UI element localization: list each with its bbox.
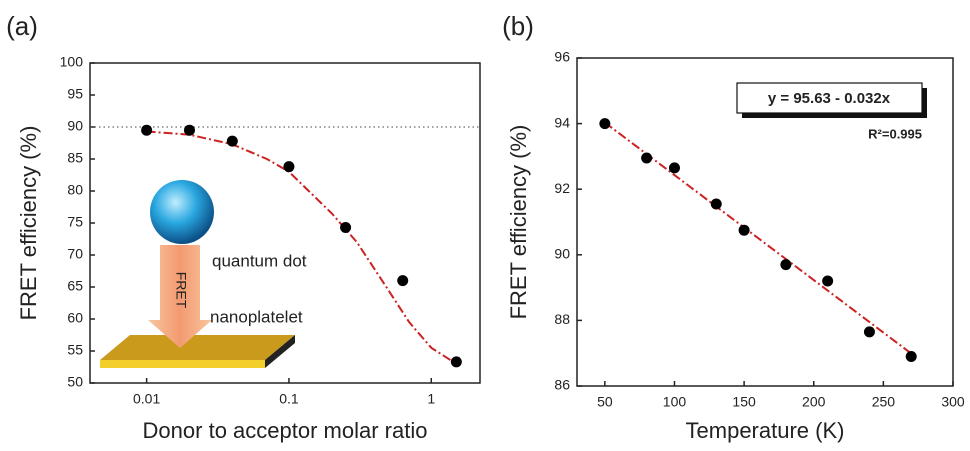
- plate: [100, 335, 295, 360]
- x-axis-label: Temperature (K): [686, 418, 845, 443]
- x-tick-label: 50: [597, 394, 613, 410]
- y-tick-label: 90: [554, 246, 570, 262]
- fit-line: [604, 121, 912, 355]
- data-point: [641, 152, 653, 164]
- panel-label: (b): [502, 11, 534, 41]
- data-point: [450, 356, 462, 368]
- data-point: [183, 124, 195, 136]
- y-axis-label: FRET efficiency (%): [16, 126, 41, 321]
- annotation: nanoplatelet: [210, 307, 303, 326]
- equation: y = 95.63 - 0.032x: [768, 90, 891, 107]
- fit-line: [146, 130, 457, 365]
- data-point: [397, 275, 409, 287]
- data-point: [226, 135, 238, 147]
- data-point: [283, 161, 295, 173]
- y-tick-label: 85: [67, 150, 83, 166]
- quantum-dot: [150, 180, 214, 244]
- y-tick-label: 96: [554, 49, 570, 65]
- y-tick-label: 90: [67, 118, 83, 134]
- y-tick-label: 75: [67, 214, 83, 230]
- y-tick-label: 60: [67, 310, 83, 326]
- r-squared: R²=0.995: [868, 126, 922, 141]
- x-tick-label: 0.1: [279, 391, 299, 407]
- data-point: [905, 350, 917, 362]
- x-tick-label: 200: [802, 394, 826, 410]
- x-axis-label: Donor to acceptor molar ratio: [143, 418, 428, 443]
- equation-box: [736, 82, 923, 114]
- y-tick-label: 94: [554, 114, 570, 130]
- y-tick-label: 95: [67, 86, 83, 102]
- panel-label: (a): [6, 11, 38, 41]
- data-point: [780, 259, 792, 271]
- y-tick-label: 86: [554, 377, 570, 393]
- y-tick-label: 65: [67, 278, 83, 294]
- y-axis-label: FRET efficiency (%): [506, 125, 531, 320]
- illustration: [100, 180, 295, 368]
- x-tick-label: 0.01: [133, 391, 160, 407]
- x-tick-label: 1: [427, 391, 435, 407]
- data-point: [340, 221, 352, 233]
- y-tick-label: 88: [554, 311, 570, 327]
- arrow: [148, 245, 212, 348]
- plot-frame: [576, 57, 954, 387]
- data-point: [863, 326, 875, 338]
- y-tick-label: 70: [67, 246, 83, 262]
- y-tick-label: 100: [60, 54, 84, 70]
- y-tick-label: 80: [67, 182, 83, 198]
- y-tick-label: 50: [67, 374, 83, 390]
- data-point: [668, 162, 680, 174]
- y-tick-label: 55: [67, 342, 83, 358]
- x-tick-label: 250: [872, 394, 896, 410]
- x-tick-label: 300: [941, 394, 965, 410]
- data-point: [599, 118, 611, 130]
- x-tick-label: 100: [663, 394, 687, 410]
- plate-edge: [100, 360, 265, 368]
- plate-side: [265, 335, 295, 368]
- data-point: [738, 224, 750, 236]
- data-point: [141, 124, 153, 136]
- data-point: [710, 198, 722, 210]
- x-tick-label: 150: [732, 394, 756, 410]
- y-tick-label: 92: [554, 180, 570, 196]
- annotation: quantum dot: [212, 251, 307, 270]
- data-point: [822, 275, 834, 287]
- annotation: FRET: [173, 272, 189, 309]
